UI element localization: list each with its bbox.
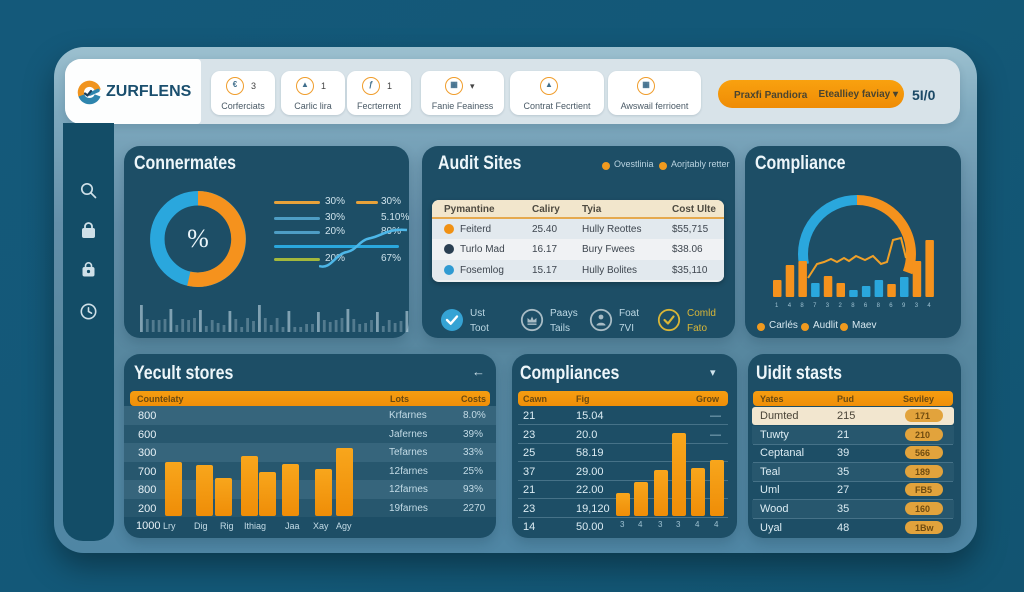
svg-text:8: 8	[877, 303, 881, 309]
svg-text:4: 4	[788, 303, 792, 309]
svg-text:3: 3	[826, 303, 830, 309]
svg-text:7: 7	[813, 303, 817, 309]
svg-text:1: 1	[775, 303, 779, 309]
svg-text:8: 8	[800, 303, 804, 309]
svg-text:2: 2	[839, 303, 843, 309]
svg-text:9: 9	[902, 303, 906, 309]
svg-text:6: 6	[889, 303, 893, 309]
svg-text:3: 3	[915, 303, 919, 309]
svg-text:4: 4	[927, 303, 931, 309]
svg-text:8: 8	[851, 303, 855, 309]
svg-text:6: 6	[864, 303, 868, 309]
